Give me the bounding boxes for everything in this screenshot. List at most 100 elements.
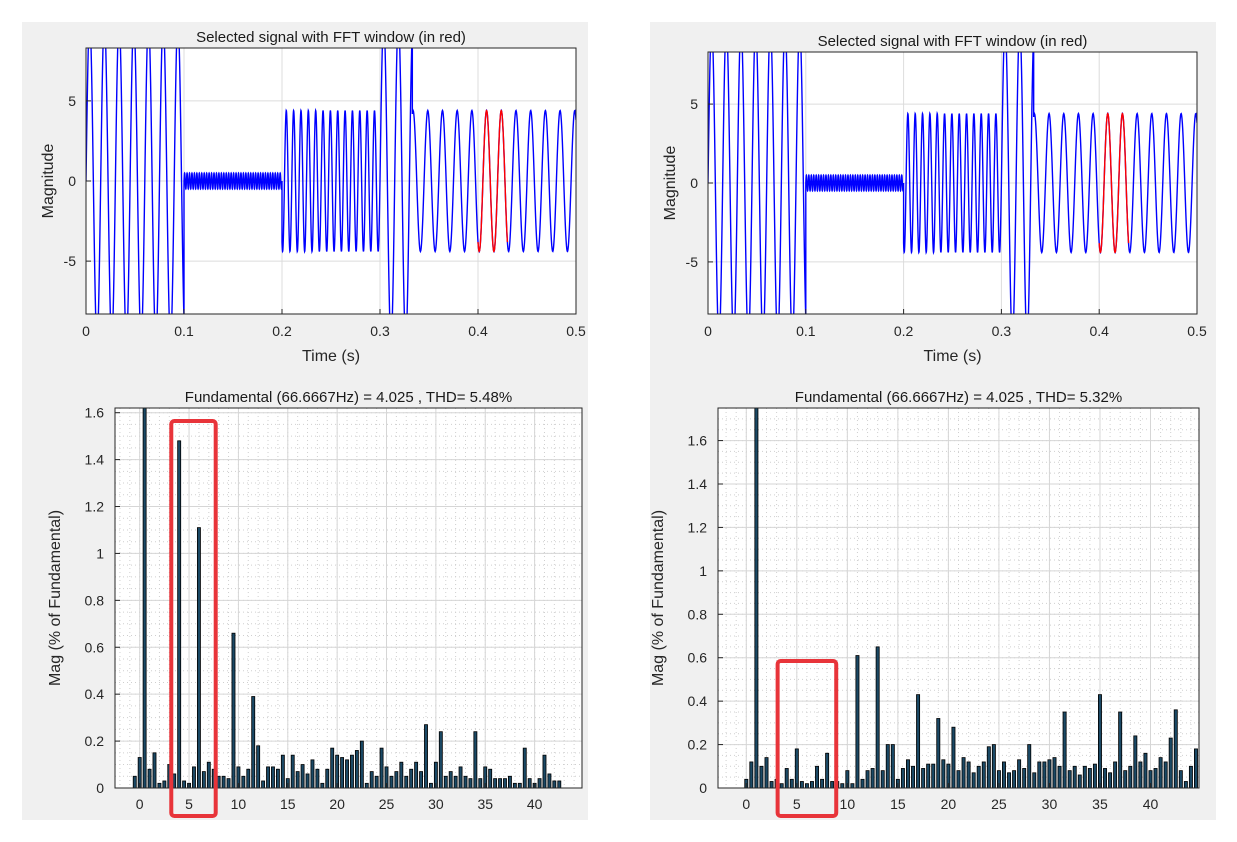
harmonic-bar	[1188, 765, 1193, 788]
harmonic-bar	[1022, 768, 1027, 788]
harmonic-bar	[1199, 779, 1202, 788]
x-tick-label: 15	[890, 796, 906, 812]
chart-title: Selected signal with FFT window (in red)	[196, 29, 466, 46]
x-tick-label: 0.1	[174, 323, 194, 339]
y-tick-label: -5	[64, 253, 77, 269]
axes-frame	[717, 407, 1200, 789]
y-tick-label: 0.6	[688, 650, 708, 666]
harmonic-bar	[310, 759, 315, 788]
harmonic-bar	[1108, 772, 1113, 788]
harmonic-bar	[1173, 709, 1178, 788]
axes-frame	[114, 407, 583, 789]
harmonic-bar	[845, 770, 850, 788]
harmonic-bar	[438, 731, 443, 788]
plot-area	[115, 408, 582, 788]
harmonic-bar	[152, 752, 157, 788]
harmonic-bar	[448, 771, 453, 788]
harmonic-bar	[880, 770, 885, 788]
harmonic-bar	[1168, 737, 1173, 788]
harmonic-bar	[275, 768, 280, 788]
harmonic-bar	[305, 773, 310, 788]
harmonic-bar	[941, 759, 946, 788]
harmonic-bar	[1032, 772, 1037, 788]
harmonic-bar	[1037, 761, 1042, 788]
harmonic-bar	[557, 780, 562, 788]
x-tick-label: 0.4	[1089, 323, 1109, 339]
harmonic-bar	[820, 778, 825, 788]
x-tick-label: 0.5	[566, 323, 586, 339]
harmonic-bar	[961, 757, 966, 788]
axes-frame	[707, 51, 1198, 315]
harmonic-bar	[850, 783, 855, 788]
harmonic-bar	[1118, 711, 1123, 788]
harmonic-bar	[1138, 761, 1143, 788]
harmonic-bar	[354, 750, 359, 788]
harmonic-bar	[453, 775, 458, 788]
harmonic-bar	[394, 771, 399, 788]
x-tick-label: 10	[231, 796, 247, 812]
x-tick-label: 0.2	[272, 323, 292, 339]
harmonic-bar	[384, 766, 389, 788]
harmonic-bar	[1067, 770, 1072, 788]
harmonic-bar	[196, 527, 201, 788]
harmonic-bar	[256, 745, 261, 788]
harmonic-bar	[1103, 768, 1107, 788]
harmonic-bar	[552, 780, 557, 788]
fft-window-line	[477, 109, 509, 253]
y-tick-label: 0	[68, 173, 76, 189]
harmonic-bar	[926, 763, 931, 788]
harmonic-bar	[1092, 763, 1097, 788]
harmonic-bar	[1153, 768, 1158, 788]
harmonic-bar	[379, 747, 384, 788]
harmonic-bar	[1158, 757, 1163, 788]
x-tick-label: 25	[991, 796, 1007, 812]
harmonic-bar	[359, 740, 364, 788]
x-tick-label: 0.4	[468, 323, 488, 339]
x-tick-label: 30	[1042, 796, 1058, 812]
harmonic-bar	[840, 783, 845, 788]
harmonic-bar	[865, 770, 870, 788]
harmonic-bar	[860, 778, 865, 788]
harmonic-bar	[364, 782, 369, 788]
harmonic-bar	[1057, 765, 1062, 788]
harmonic-bar	[1002, 761, 1006, 788]
x-tick-label: 25	[379, 796, 395, 812]
harmonic-bar	[315, 768, 320, 788]
harmonic-bar	[463, 775, 468, 788]
harmonic-bar	[192, 766, 196, 788]
harmonic-bar	[1143, 752, 1148, 788]
harmonic-bar	[1072, 765, 1077, 788]
harmonic-bar	[1047, 759, 1052, 788]
y-tick-label: 1.2	[85, 499, 105, 515]
x-tick-label: 40	[527, 796, 543, 812]
harmonic-bar	[996, 770, 1001, 788]
harmonic-bar	[468, 778, 473, 788]
harmonic-bar	[498, 778, 502, 788]
y-tick-label: 0.4	[688, 693, 708, 709]
harmonic-bar	[1082, 765, 1087, 788]
x-tick-label: 0.3	[992, 323, 1012, 339]
harmonic-bar	[951, 726, 956, 788]
x-tick-label: 0.1	[796, 323, 816, 339]
harmonic-bar	[503, 778, 507, 788]
highlight-box	[169, 419, 218, 818]
harmonic-bar	[473, 731, 478, 788]
axes-frame	[85, 47, 577, 315]
plot-contents	[708, 52, 1197, 314]
harmonic-bar	[1077, 774, 1082, 788]
harmonic-bar	[290, 754, 295, 788]
y-tick-label: 5	[690, 96, 698, 112]
harmonic-bar	[374, 775, 379, 788]
x-tick-label: 40	[1143, 796, 1159, 812]
harmonic-bar	[340, 757, 345, 788]
harmonic-bar	[458, 766, 463, 788]
x-tick-label: 0.2	[894, 323, 914, 339]
harmonic-bar	[759, 765, 764, 788]
harmonic-bar	[507, 775, 512, 788]
harmonic-bar	[399, 761, 404, 788]
x-axis-label: Time (s)	[923, 348, 981, 365]
harmonic-bar	[981, 761, 986, 788]
harmonic-bar	[1133, 735, 1138, 788]
harmonic-bar	[478, 778, 483, 788]
harmonic-bar	[547, 773, 552, 788]
